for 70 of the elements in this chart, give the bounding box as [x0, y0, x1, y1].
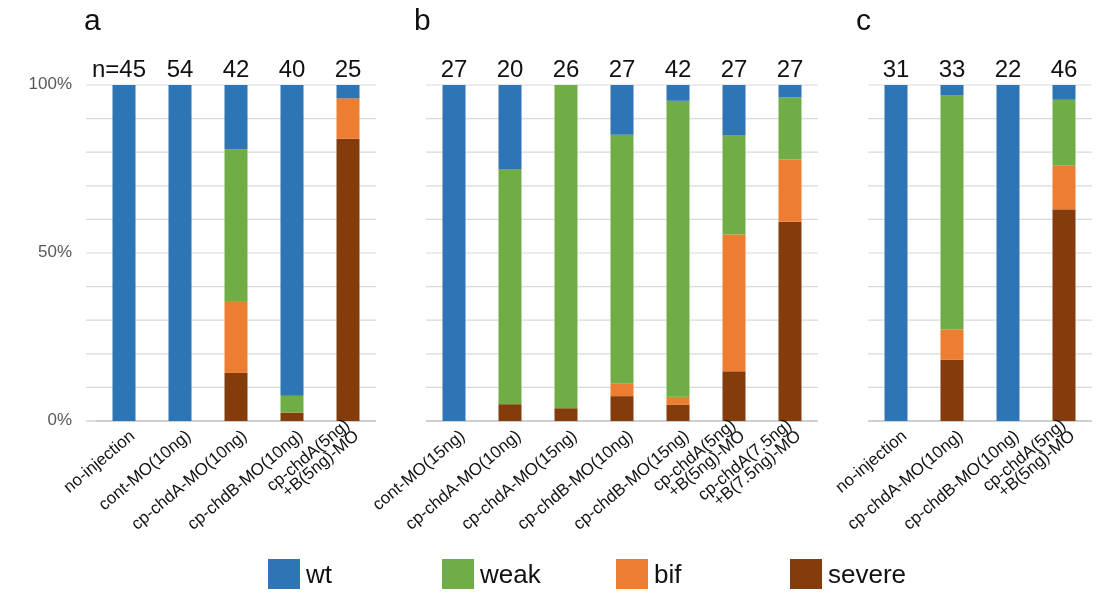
bar [554, 408, 578, 421]
bar [1052, 99, 1076, 166]
bar [778, 159, 802, 222]
annotation: n=45 [91, 55, 146, 82]
bar [610, 396, 634, 421]
annotation: 27 [440, 55, 468, 82]
bar [498, 404, 522, 421]
bar [778, 97, 802, 160]
annotation: 22 [994, 55, 1022, 82]
annotation: 54 [166, 55, 194, 82]
bar [1052, 85, 1076, 100]
chart-title: c [856, 3, 871, 36]
bar [996, 85, 1020, 421]
bar [224, 301, 248, 373]
bar [168, 85, 192, 421]
chart-title: a [84, 3, 101, 36]
bar [722, 371, 746, 421]
bar [280, 395, 304, 413]
annotation: 40 [278, 55, 306, 82]
bar [336, 138, 360, 421]
bar [280, 412, 304, 421]
annotation: 31 [882, 55, 910, 82]
bar [336, 98, 360, 139]
annotation: 26 [552, 55, 580, 82]
chart-title: b [414, 3, 431, 36]
y-tick-label: 50% [37, 242, 72, 262]
y-tick-label: 0% [47, 410, 72, 430]
bar [498, 85, 522, 169]
bar [722, 85, 746, 136]
bar [666, 404, 690, 421]
annotation: 33 [938, 55, 966, 82]
bar [336, 85, 360, 99]
bar [610, 85, 634, 135]
annotation: 20 [496, 55, 524, 82]
bar [722, 135, 746, 235]
y-tick-label: 100% [28, 74, 72, 94]
annotation: 25 [334, 55, 362, 82]
bar [940, 329, 964, 360]
bar [442, 85, 466, 421]
bar [940, 95, 964, 330]
legend-label: weak [479, 559, 542, 589]
bar [722, 234, 746, 372]
bar [610, 134, 634, 384]
bar [610, 383, 634, 397]
legend-label: bif [654, 559, 683, 589]
bar [666, 100, 690, 397]
bar [940, 85, 964, 96]
bar [666, 396, 690, 405]
bar [778, 221, 802, 421]
legend-label: severe [828, 559, 907, 589]
bar [498, 169, 522, 405]
annotation: 42 [664, 55, 692, 82]
bar [778, 85, 802, 98]
bar [1052, 209, 1076, 421]
bar [554, 85, 578, 409]
annotation: 27 [776, 55, 804, 82]
annotation: 42 [222, 55, 250, 82]
bar [224, 85, 248, 150]
bar [224, 149, 248, 302]
annotation: 27 [608, 55, 636, 82]
annotation: 46 [1050, 55, 1078, 82]
bar [940, 359, 964, 421]
bar [884, 85, 908, 421]
bar [224, 372, 248, 421]
bar [112, 85, 136, 421]
bar [1052, 165, 1076, 210]
annotation: 27 [720, 55, 748, 82]
bar [280, 85, 304, 396]
bar [666, 85, 690, 101]
legend-label: wt [305, 559, 333, 589]
